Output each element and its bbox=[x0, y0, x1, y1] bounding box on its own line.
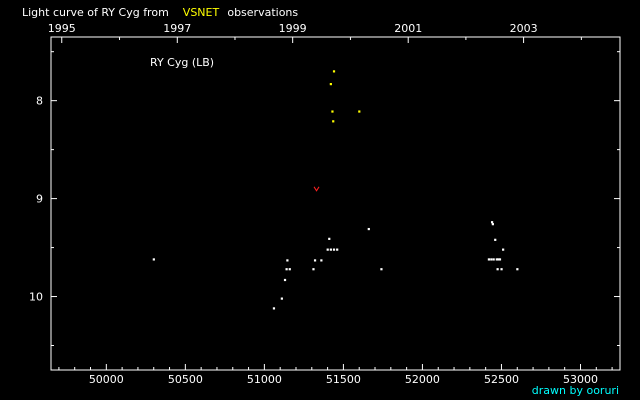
y-tick-label: 9 bbox=[36, 193, 43, 206]
data-point-visual bbox=[272, 307, 276, 310]
year-tick-label: 1997 bbox=[163, 22, 191, 35]
x-tick-label: 50500 bbox=[168, 373, 203, 386]
data-point-visual bbox=[500, 268, 503, 271]
chart-title: Light curve of RY Cyg from VSNET observati… bbox=[22, 6, 298, 19]
y-tick-label: 8 bbox=[36, 95, 43, 108]
data-point-visual bbox=[283, 278, 287, 282]
data-point-visual bbox=[490, 221, 494, 224]
data-point-visual bbox=[492, 258, 495, 261]
data-point-visual bbox=[516, 268, 519, 271]
data-point-visual bbox=[380, 268, 383, 271]
data-point-visual bbox=[490, 258, 493, 261]
star-label: RY Cyg (LB) bbox=[150, 56, 214, 69]
data-point-visual bbox=[494, 238, 497, 241]
year-tick-label: 2001 bbox=[394, 22, 422, 35]
x-tick-label: 50000 bbox=[89, 373, 124, 386]
data-point-visual bbox=[502, 248, 505, 251]
credit-label: drawn by ooruri bbox=[532, 384, 619, 397]
data-point-visual-bright bbox=[332, 70, 336, 73]
data-point-visual bbox=[496, 268, 499, 271]
data-point-visual bbox=[286, 259, 289, 262]
data-point-visual-bright bbox=[358, 110, 361, 113]
x-tick-label: 51000 bbox=[247, 373, 282, 386]
data-point-visual bbox=[320, 259, 323, 262]
data-point-visual bbox=[329, 248, 332, 251]
chart-title-source: VSNET bbox=[183, 6, 220, 19]
data-point-visual-bright bbox=[331, 110, 334, 113]
x-tick-label: 51500 bbox=[326, 373, 361, 386]
data-point-visual bbox=[326, 248, 329, 251]
data-point-visual bbox=[312, 268, 315, 271]
data-point-visual bbox=[332, 248, 336, 251]
data-point-visual bbox=[491, 223, 494, 226]
x-tick-label: 53000 bbox=[563, 373, 598, 386]
data-point-visual bbox=[288, 268, 291, 271]
data-point-visual bbox=[487, 258, 491, 261]
data-point-visual bbox=[497, 258, 500, 261]
data-point-visual bbox=[498, 258, 502, 261]
data-point-visual bbox=[495, 258, 498, 261]
data-points bbox=[152, 70, 519, 310]
axis-ticks: 50000 50500 51000 51500 52000 52500 53000 1995 1… bbox=[29, 22, 620, 386]
data-point-fainter-than bbox=[313, 186, 320, 192]
data-point-visual bbox=[280, 297, 283, 300]
data-point-visual bbox=[313, 259, 317, 262]
data-point-visual bbox=[152, 258, 155, 261]
x-tick-label: 52000 bbox=[405, 373, 440, 386]
chart-title-prefix: Light curve of RY Cyg from bbox=[22, 6, 169, 19]
plot-frame bbox=[50, 36, 621, 371]
data-point-visual bbox=[328, 237, 331, 240]
data-point-visual bbox=[336, 248, 339, 251]
data-point-visual-bright bbox=[329, 83, 332, 86]
year-tick-label: 1999 bbox=[279, 22, 307, 35]
x-tick-label: 52500 bbox=[484, 373, 519, 386]
data-point-visual bbox=[367, 227, 370, 231]
data-point-visual-bright bbox=[332, 120, 335, 123]
year-tick-label: 1995 bbox=[48, 22, 76, 35]
y-tick-label: 10 bbox=[29, 291, 43, 304]
year-tick-label: 2003 bbox=[510, 22, 538, 35]
data-point-visual bbox=[285, 268, 288, 271]
chart-title-suffix: observations bbox=[227, 6, 298, 19]
